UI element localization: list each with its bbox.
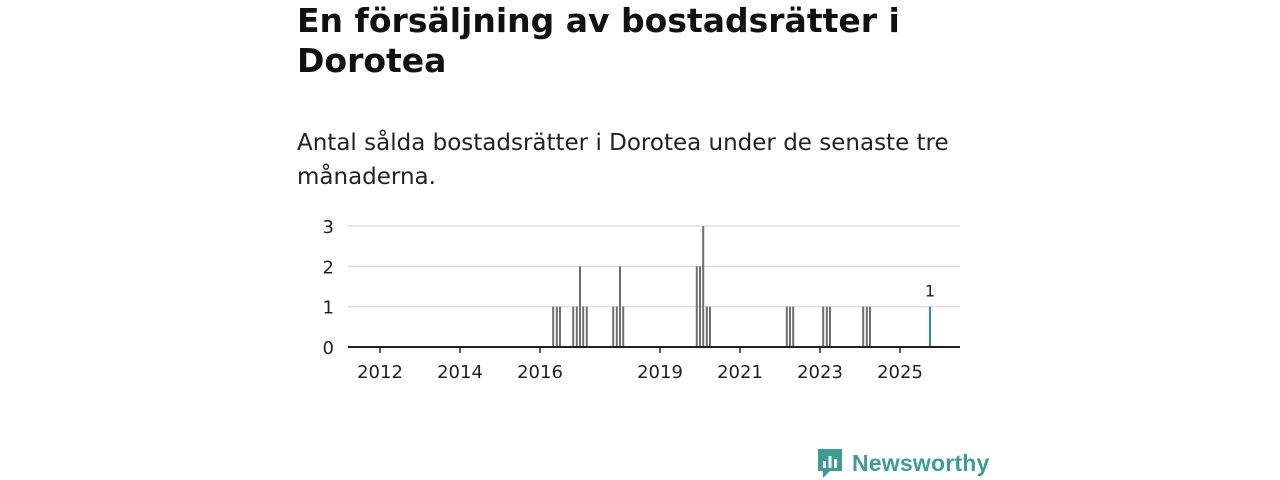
bar	[612, 306, 615, 347]
bar	[822, 306, 825, 347]
bar	[615, 306, 618, 347]
bar	[699, 266, 701, 347]
bar	[582, 306, 585, 347]
bar	[579, 266, 581, 347]
bar	[702, 226, 705, 347]
newsworthy-logo: Newsworthy	[816, 446, 989, 480]
y-tick-label: 2	[323, 257, 334, 278]
x-tick-label: 2021	[717, 362, 763, 383]
chart-title: En försäljning av bostadsrätter i Dorote…	[297, 1, 900, 80]
bar	[829, 306, 831, 347]
y-tick-label: 1	[323, 298, 334, 319]
x-tick-label: 2023	[797, 362, 843, 383]
bar	[865, 306, 868, 347]
bar	[552, 306, 555, 347]
x-tick-label: 2014	[437, 362, 483, 383]
x-tick-label: 2019	[637, 362, 683, 383]
chart-subtitle: Antal sålda bostadsrätter i Dorotea unde…	[297, 130, 949, 190]
bar-chart: 0 1 2 3 1 2012 2014 2016 2019 2021 2023 2025	[323, 217, 960, 383]
x-tick-label: 2012	[357, 362, 403, 383]
bar	[555, 306, 558, 347]
bar	[869, 306, 871, 347]
bar	[572, 306, 575, 347]
bar	[695, 266, 698, 347]
bar	[585, 306, 588, 347]
y-tick-label: 0	[323, 338, 334, 359]
bar	[705, 306, 708, 347]
bar	[619, 266, 621, 347]
bar	[789, 306, 791, 347]
bar	[862, 306, 865, 347]
bar	[785, 306, 788, 347]
y-tick-label: 3	[323, 217, 334, 238]
bar	[559, 306, 561, 347]
bar	[792, 306, 795, 347]
x-tick-label: 2016	[517, 362, 563, 383]
highlight-bar	[929, 306, 931, 347]
bar	[575, 306, 578, 347]
highlight-value-label: 1	[925, 282, 935, 301]
brand-name: Newsworthy	[852, 449, 990, 476]
bar-chart-speech-icon	[818, 449, 842, 478]
bar	[622, 306, 625, 347]
bar	[709, 306, 711, 347]
x-tick-label: 2025	[877, 362, 923, 383]
bar	[825, 306, 828, 347]
